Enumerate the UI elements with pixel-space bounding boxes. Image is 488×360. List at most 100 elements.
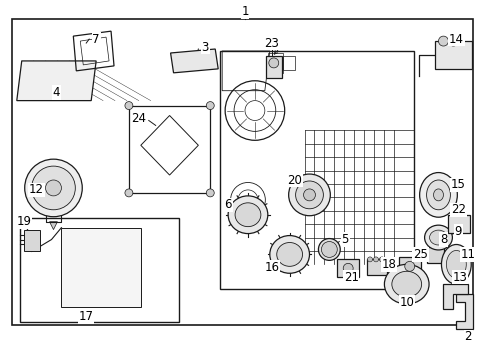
Bar (265, 56, 281, 78)
Bar (434, 41, 471, 69)
Text: 13: 13 (452, 271, 467, 284)
Circle shape (447, 36, 457, 46)
Text: 23: 23 (264, 37, 279, 50)
Text: 14: 14 (448, 33, 463, 46)
Text: 15: 15 (450, 179, 465, 192)
Text: 24: 24 (131, 112, 146, 125)
Text: 19: 19 (16, 215, 31, 228)
Bar (366, 260, 386, 275)
Polygon shape (17, 61, 96, 100)
Polygon shape (455, 294, 472, 329)
Circle shape (438, 36, 447, 46)
Circle shape (379, 257, 384, 262)
Text: 18: 18 (381, 258, 395, 271)
Text: 5: 5 (341, 233, 348, 246)
Polygon shape (49, 222, 57, 230)
Bar (267, 53, 282, 73)
Bar (447, 215, 469, 233)
Ellipse shape (391, 271, 421, 297)
Text: 1: 1 (241, 5, 248, 18)
Circle shape (124, 102, 133, 109)
Ellipse shape (318, 239, 340, 260)
Text: 6: 6 (224, 198, 231, 211)
Circle shape (206, 189, 214, 197)
Text: 3: 3 (201, 41, 208, 54)
Ellipse shape (384, 264, 428, 304)
Text: 12: 12 (29, 184, 44, 197)
Ellipse shape (303, 189, 315, 201)
Text: 4: 4 (53, 86, 60, 99)
Text: 5: 5 (341, 233, 348, 246)
Circle shape (268, 58, 278, 68)
Text: 18: 18 (381, 258, 395, 271)
Text: 4: 4 (53, 86, 60, 99)
Text: 6: 6 (224, 198, 231, 211)
Text: 16: 16 (264, 261, 279, 274)
Text: 17: 17 (79, 310, 94, 323)
Text: 25: 25 (412, 248, 427, 261)
Circle shape (321, 242, 337, 257)
Text: 17: 17 (79, 310, 94, 323)
Text: 10: 10 (399, 296, 413, 309)
Text: 19: 19 (16, 215, 31, 228)
Text: 1: 1 (241, 5, 248, 18)
Circle shape (343, 264, 352, 273)
Circle shape (404, 261, 414, 271)
Bar (20, 218, 178, 322)
Text: 20: 20 (286, 174, 302, 186)
Text: 13: 13 (452, 271, 467, 284)
Text: 10: 10 (399, 296, 413, 309)
Text: 8: 8 (439, 233, 446, 246)
Text: 9: 9 (454, 225, 461, 238)
Ellipse shape (295, 181, 323, 209)
Text: 11: 11 (460, 248, 475, 261)
Text: 7: 7 (92, 33, 100, 46)
Text: 22: 22 (450, 203, 465, 216)
Bar (282, 56, 294, 70)
Bar (398, 257, 420, 275)
Circle shape (45, 180, 61, 196)
Ellipse shape (276, 243, 302, 266)
Text: 22: 22 (450, 203, 465, 216)
Ellipse shape (288, 174, 330, 216)
Circle shape (367, 257, 372, 262)
Text: 7: 7 (92, 33, 100, 46)
Bar (426, 247, 444, 264)
Bar (61, 228, 141, 307)
Bar (24, 230, 40, 251)
Text: 8: 8 (439, 233, 446, 246)
Bar (337, 260, 358, 277)
Text: 21: 21 (343, 271, 358, 284)
Ellipse shape (269, 235, 309, 273)
Bar (12, 19, 472, 325)
Ellipse shape (433, 189, 443, 201)
Ellipse shape (235, 203, 260, 227)
Ellipse shape (32, 166, 75, 210)
Text: 25: 25 (412, 248, 427, 261)
Text: 3: 3 (201, 41, 208, 54)
Ellipse shape (441, 244, 470, 284)
Text: 2: 2 (464, 330, 471, 343)
Ellipse shape (426, 180, 449, 210)
Text: 23: 23 (264, 37, 279, 50)
Text: 14: 14 (448, 33, 463, 46)
Ellipse shape (228, 196, 267, 234)
Circle shape (373, 257, 378, 262)
Text: 15: 15 (450, 179, 465, 192)
Ellipse shape (25, 159, 82, 217)
Polygon shape (443, 284, 468, 309)
Ellipse shape (424, 225, 451, 250)
Text: 9: 9 (454, 225, 461, 238)
Bar (220, 51, 413, 289)
Text: 11: 11 (460, 248, 475, 261)
Polygon shape (170, 49, 218, 73)
Circle shape (124, 189, 133, 197)
Text: 21: 21 (343, 271, 358, 284)
Text: 12: 12 (29, 184, 44, 197)
Text: 16: 16 (264, 261, 279, 274)
Circle shape (206, 102, 214, 109)
Text: 24: 24 (131, 112, 146, 125)
Ellipse shape (428, 230, 447, 245)
Text: 2: 2 (464, 330, 471, 343)
Text: 20: 20 (286, 174, 302, 186)
